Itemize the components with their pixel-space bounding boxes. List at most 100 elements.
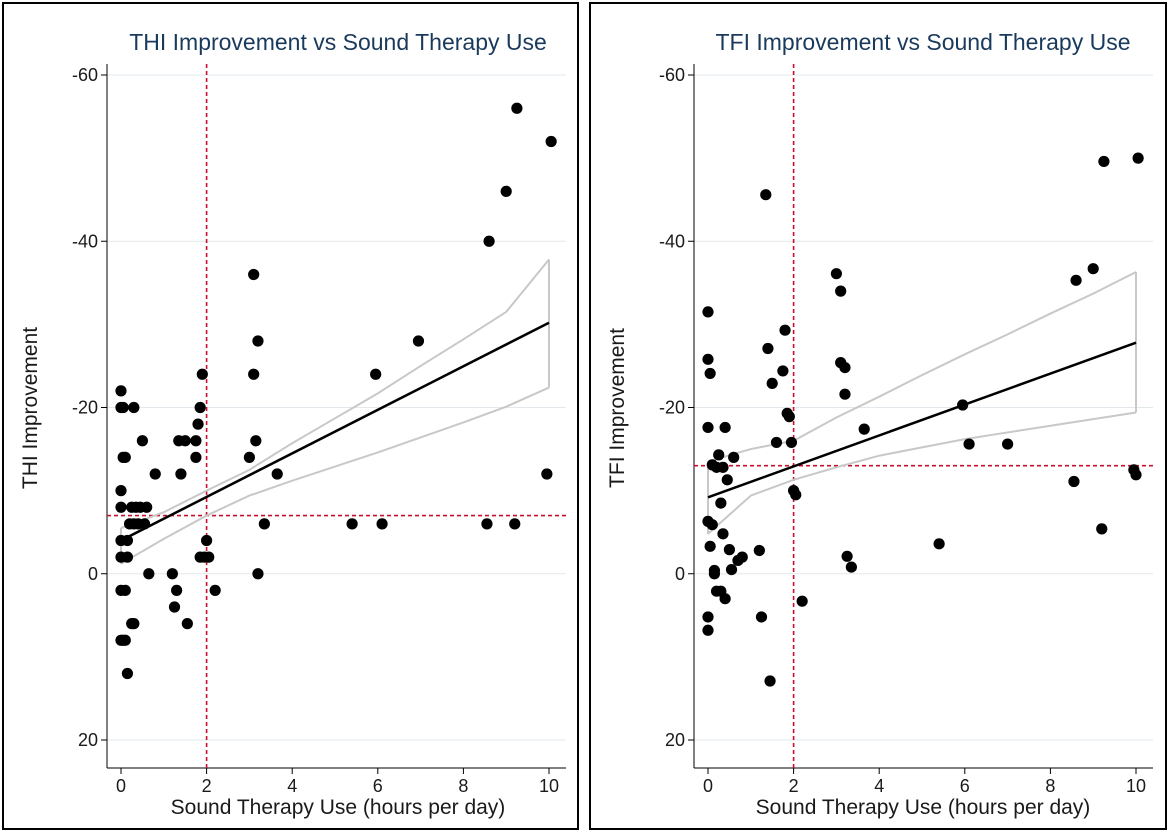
- data-point: [119, 584, 131, 596]
- data-point: [173, 435, 185, 447]
- data-point: [370, 368, 382, 380]
- data-point: [511, 102, 523, 114]
- data-point: [346, 518, 358, 530]
- data-point: [779, 324, 791, 336]
- data-point: [719, 421, 731, 434]
- data-point: [141, 501, 153, 513]
- data-point: [121, 534, 134, 547]
- data-point: [933, 538, 945, 550]
- x-axis-label: Sound Therapy Use (hours per day): [171, 796, 506, 819]
- data-point: [190, 435, 202, 447]
- plot-area: -60 -40 -20 0 20 0 2 4 6 8 10: [72, 64, 566, 796]
- data-point: [201, 534, 213, 547]
- data-point: [725, 563, 738, 576]
- data-point: [483, 235, 495, 247]
- data-point: [243, 451, 255, 463]
- ci-lower-line: [707, 411, 1137, 535]
- data-point: [117, 634, 129, 646]
- data-point: [721, 474, 733, 486]
- y-tick-label: -60: [72, 65, 98, 85]
- data-point: [168, 601, 181, 613]
- data-point: [1087, 263, 1099, 275]
- y-tick-label: 20: [665, 730, 685, 750]
- data-point: [702, 624, 714, 636]
- data-point: [136, 435, 148, 447]
- x-tick-label: 8: [1045, 776, 1055, 796]
- data-point: [121, 667, 134, 680]
- data-point: [717, 528, 729, 540]
- data-point: [1098, 155, 1110, 168]
- data-point: [412, 335, 425, 347]
- data-point: [835, 285, 847, 297]
- y-tick-label: 20: [78, 730, 98, 750]
- y-tick-label: -40: [72, 231, 98, 251]
- y-tick-label: -20: [659, 398, 685, 418]
- x-tick-label: 2: [202, 776, 212, 796]
- data-point: [541, 468, 553, 480]
- thi-chart-panel: -60 -40 -20 0 20 0 2 4 6 8 10 THI Improvement vs So…: [2, 2, 579, 830]
- x-tick-label: 10: [539, 776, 559, 796]
- data-point: [766, 377, 778, 389]
- data-point: [715, 497, 727, 509]
- data-point: [702, 353, 714, 365]
- data-point: [181, 618, 193, 630]
- data-point: [713, 449, 725, 461]
- data-point: [248, 368, 260, 380]
- data-point: [702, 306, 714, 318]
- data-point: [770, 436, 783, 449]
- data-point: [209, 584, 221, 596]
- x-tick-label: 8: [458, 776, 468, 796]
- data-point: [783, 411, 795, 423]
- data-point: [736, 551, 748, 563]
- fit-line: [707, 341, 1137, 499]
- data-point: [1068, 475, 1080, 488]
- data-point: [755, 611, 768, 623]
- data-point: [839, 362, 851, 374]
- data-point: [192, 418, 204, 430]
- data-point: [708, 564, 721, 577]
- x-tick-label: 2: [789, 776, 799, 796]
- tfi-chart-panel: -60 -40 -20 0 20 0 2 4 6 8 10 TFI Improvement vs So…: [589, 2, 1167, 830]
- data-point: [704, 367, 716, 380]
- x-axis-label: Sound Therapy Use (hours per day): [756, 796, 1091, 819]
- data-point: [762, 342, 774, 355]
- data-point: [481, 518, 493, 530]
- y-tick-label: -20: [72, 398, 98, 418]
- data-point: [143, 568, 155, 580]
- data-point: [117, 401, 129, 414]
- data-point: [717, 461, 729, 473]
- data-point: [706, 519, 718, 531]
- data-point: [777, 365, 789, 377]
- data-point: [149, 468, 161, 480]
- y-axis-label: THI Improvement: [19, 327, 42, 489]
- data-point: [166, 568, 178, 580]
- data-point: [115, 385, 127, 397]
- data-point: [252, 568, 264, 580]
- chart-title: TFI Improvement vs Sound Therapy Use: [715, 29, 1130, 55]
- data-point: [830, 268, 842, 280]
- x-tick-label: 0: [116, 776, 126, 796]
- data-point: [1132, 152, 1144, 164]
- data-point: [115, 501, 127, 513]
- data-point: [190, 451, 202, 463]
- data-point: [702, 611, 714, 623]
- x-tick-label: 4: [874, 776, 884, 796]
- data-point: [764, 675, 776, 687]
- y-axis-label: TFI Improvement: [606, 328, 629, 488]
- x-tick-label: 0: [703, 776, 713, 796]
- data-point: [790, 489, 802, 501]
- data-point: [196, 368, 208, 380]
- data-point: [138, 518, 151, 530]
- data-point: [271, 468, 283, 480]
- data-point: [115, 485, 127, 497]
- data-point: [957, 399, 969, 411]
- data-point: [785, 436, 798, 449]
- data-point: [545, 135, 557, 148]
- data-point: [760, 189, 772, 201]
- thi-chart: -60 -40 -20 0 20 0 2 4 6 8 10 THI Improvement vs So…: [19, 29, 566, 819]
- data-point: [1070, 274, 1082, 286]
- data-point: [1130, 469, 1142, 481]
- x-tick-label: 4: [287, 776, 297, 796]
- data-point: [248, 268, 260, 281]
- tfi-chart: -60 -40 -20 0 20 0 2 4 6 8 10 TFI Improvement vs So…: [606, 29, 1153, 819]
